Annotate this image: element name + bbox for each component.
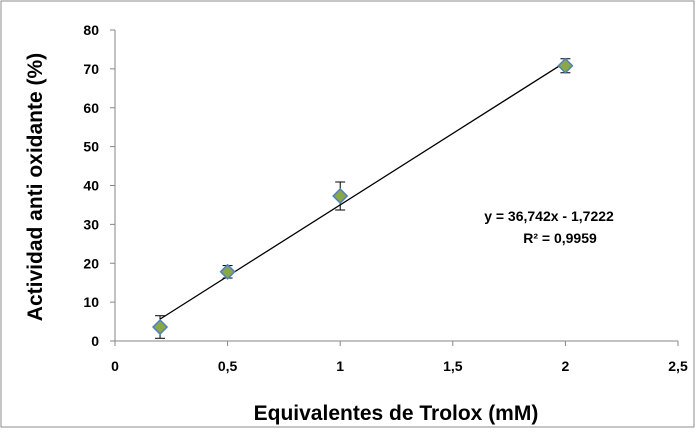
y-tick-label: 30	[83, 216, 99, 232]
x-tick-label: 2	[562, 358, 570, 374]
x-tick-label: 0	[111, 358, 119, 374]
r2-label: R² = 0,9959	[523, 230, 597, 246]
axis-ticks	[110, 29, 679, 346]
y-tick-label: 10	[83, 294, 99, 310]
data-point-marker	[219, 263, 236, 280]
x-axis-title: Equivalentes de Trolox (mM)	[254, 402, 539, 425]
y-tick-label: 70	[83, 61, 99, 77]
x-tick-label: 2,5	[668, 358, 688, 374]
axis-tick-labels: 0 10 20 30 40 50 60 70 80 0 0,5 1 1,5 2 2,5	[83, 22, 688, 374]
y-tick-label: 80	[83, 22, 99, 38]
y-tick-label: 50	[83, 139, 99, 155]
x-tick-label: 1	[336, 358, 344, 374]
y-tick-label: 40	[83, 178, 99, 194]
y-tick-label: 60	[83, 100, 99, 116]
data-point-marker	[557, 57, 574, 74]
data-markers	[151, 57, 574, 336]
data-point-marker	[332, 187, 349, 205]
equation-label: y = 36,742x - 1,7222	[484, 208, 614, 224]
y-axis-title: Actividad anti oxidante (%)	[24, 53, 47, 321]
x-tick-label: 0,5	[218, 358, 238, 374]
x-tick-label: 1,5	[443, 358, 463, 374]
y-tick-label: 20	[83, 255, 99, 271]
data-point-marker	[151, 318, 169, 336]
y-tick-label: 0	[91, 333, 99, 349]
